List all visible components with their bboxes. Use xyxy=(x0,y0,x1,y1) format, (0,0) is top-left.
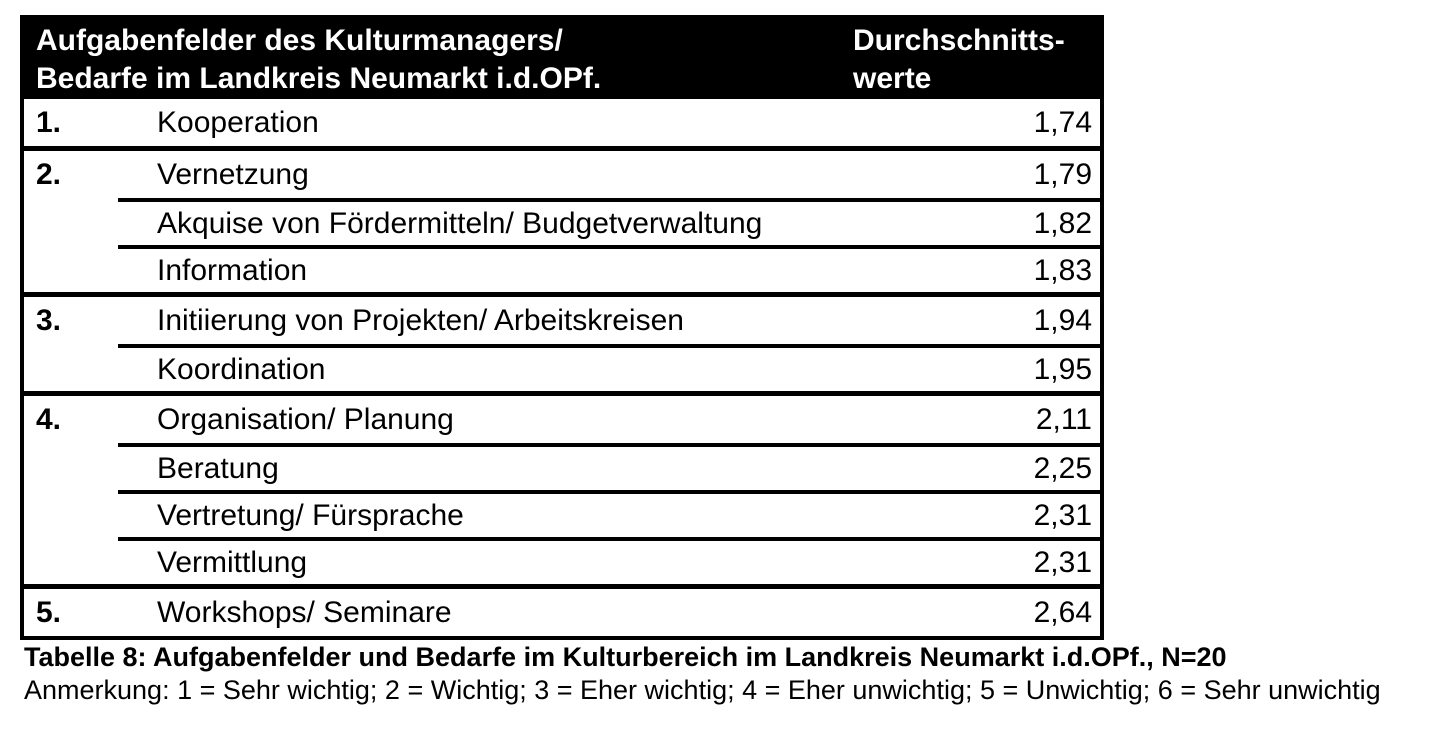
average-value: 2,31 xyxy=(1033,545,1092,579)
rank-group-4: 4. Organisation/ Planung 2,11 Beratung 2… xyxy=(24,391,1100,584)
table-row: Koordination 1,95 xyxy=(24,344,1100,391)
average-value: 2,11 xyxy=(1035,402,1092,436)
average-value: 1,82 xyxy=(1033,206,1092,240)
header-value-line1: Durchschnitts- xyxy=(853,24,1065,57)
table-row: Beratung 2,25 xyxy=(24,443,1100,490)
average-value: 2,25 xyxy=(1033,451,1092,485)
rank-cell: 5. xyxy=(36,595,62,629)
table-header-row: Aufgabenfelder des Kulturmanagers/ Bedar… xyxy=(24,19,1100,99)
table-row: 2. Vernetzung 1,79 xyxy=(24,151,1100,198)
task-label: Vertretung/ Fürsprache xyxy=(157,498,464,532)
average-value: 1,79 xyxy=(1033,157,1092,191)
rank-cell: 4. xyxy=(36,402,62,436)
header-value-column-label: Durchschnitts- werte xyxy=(853,22,1100,99)
task-label: Koordination xyxy=(157,352,326,386)
task-label: Vermittlung xyxy=(157,545,308,579)
task-label: Information xyxy=(157,253,308,287)
task-label: Organisation/ Planung xyxy=(157,402,454,436)
rank-cell: 2. xyxy=(36,157,62,191)
header-title: Aufgabenfelder des Kulturmanagers/ Bedar… xyxy=(24,22,853,99)
average-value: 1,74 xyxy=(1033,105,1092,139)
table-row: 5. Workshops/ Seminare 2,64 xyxy=(24,589,1100,636)
header-title-line2: Bedarfe im Landkreis Neumarkt i.d.OPf. xyxy=(36,62,602,95)
rank-group-5: 5. Workshops/ Seminare 2,64 xyxy=(24,584,1100,636)
average-value: 1,95 xyxy=(1033,352,1092,386)
rank-group-1: 1. Kooperation 1,74 xyxy=(24,99,1100,146)
table-note: Anmerkung: 1 = Sehr wichtig; 2 = Wichtig… xyxy=(24,675,1381,705)
task-label: Initiierung von Projekten/ Arbeitskreise… xyxy=(157,303,684,337)
table-row: Information 1,83 xyxy=(24,245,1100,292)
average-value: 1,94 xyxy=(1033,303,1092,337)
table-row: 3. Initiierung von Projekten/ Arbeitskre… xyxy=(24,297,1100,344)
header-value-line2: werte xyxy=(853,62,932,95)
average-value: 1,83 xyxy=(1033,253,1092,287)
average-value: 2,31 xyxy=(1033,498,1092,532)
table-row: Akquise von Fördermitteln/ Budgetverwalt… xyxy=(24,198,1100,245)
rank-cell xyxy=(24,443,118,490)
table-row: Vermittlung 2,31 xyxy=(24,537,1100,584)
average-value: 2,64 xyxy=(1033,595,1092,629)
task-label: Akquise von Fördermitteln/ Budgetverwalt… xyxy=(157,206,763,240)
task-label: Workshops/ Seminare xyxy=(157,595,452,629)
rank-cell xyxy=(24,490,118,537)
results-table: Aufgabenfelder des Kulturmanagers/ Bedar… xyxy=(20,15,1104,640)
rank-cell: 3. xyxy=(36,303,62,337)
header-title-line1: Aufgabenfelder des Kulturmanagers/ xyxy=(36,24,563,57)
task-label: Kooperation xyxy=(157,105,319,139)
table-row: 1. Kooperation 1,74 xyxy=(24,99,1100,146)
task-label: Beratung xyxy=(157,451,279,485)
rank-group-3: 3. Initiierung von Projekten/ Arbeitskre… xyxy=(24,292,1100,391)
table-caption: Tabelle 8: Aufgabenfelder und Bedarfe im… xyxy=(24,642,1227,672)
table-row: Vertretung/ Fürsprache 2,31 xyxy=(24,490,1100,537)
table-row: 4. Organisation/ Planung 2,11 xyxy=(24,396,1100,443)
rank-group-2: 2. Vernetzung 1,79 Akquise von Fördermit… xyxy=(24,146,1100,292)
rank-cell xyxy=(24,198,118,245)
rank-cell xyxy=(24,245,118,292)
rank-cell xyxy=(24,344,118,391)
rank-cell xyxy=(24,537,118,584)
task-label: Vernetzung xyxy=(157,157,309,191)
rank-cell: 1. xyxy=(36,105,62,139)
